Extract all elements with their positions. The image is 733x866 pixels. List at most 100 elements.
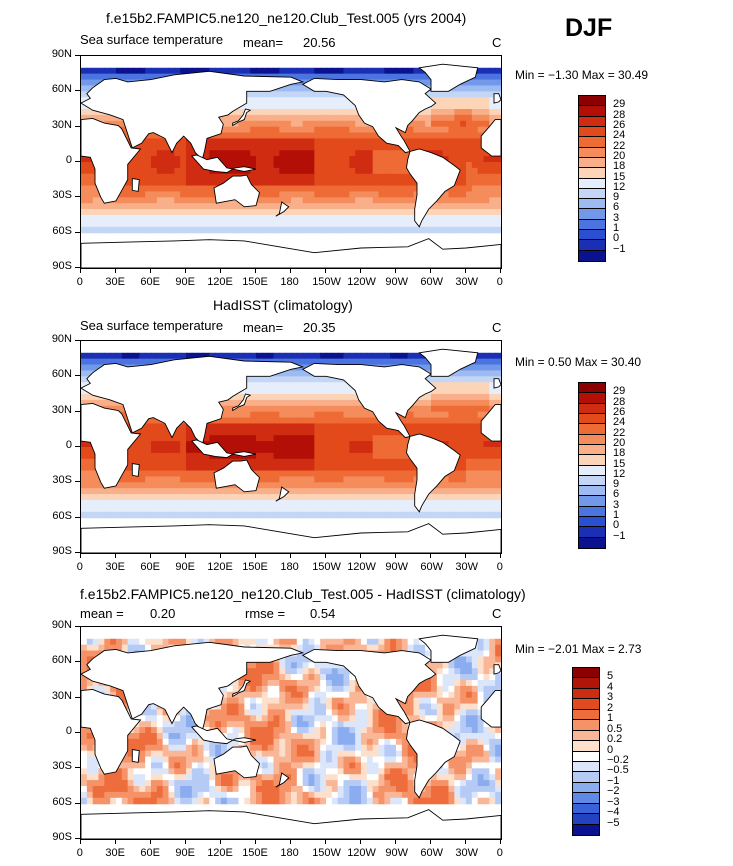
field-cell [384, 500, 391, 507]
field-cell [291, 464, 298, 472]
field-cell [86, 476, 94, 483]
field-cell [466, 482, 473, 489]
field-cell [349, 167, 356, 175]
field-cell [431, 394, 438, 401]
colorbar-swatch [579, 250, 605, 261]
field-cell [489, 650, 496, 658]
field-cell [191, 162, 199, 169]
field-cell [191, 215, 199, 222]
field-cell [378, 150, 385, 157]
field-cell [390, 203, 397, 210]
field-cell [256, 500, 263, 507]
field-cell [448, 680, 455, 687]
field-cell [197, 638, 205, 646]
field-cell [483, 191, 490, 198]
field-cell [209, 203, 216, 210]
field-cell [337, 668, 345, 675]
field-cell [471, 132, 479, 140]
field-cell [448, 215, 455, 222]
field-cell [343, 382, 350, 389]
field-cell [460, 215, 467, 222]
field-cell [267, 417, 275, 425]
field-cell [180, 167, 187, 175]
field-cell [209, 191, 216, 198]
field-cell [191, 488, 199, 495]
field-cell [471, 150, 479, 157]
field-cell [419, 680, 426, 687]
field-cell [407, 482, 415, 489]
field-cell [483, 370, 490, 377]
field-cell [331, 691, 339, 699]
field-cell [226, 399, 234, 407]
field-cell [273, 226, 280, 234]
field-cell [326, 441, 333, 448]
field-cell [127, 358, 135, 366]
field-cell [110, 67, 117, 75]
field-cell [133, 352, 140, 360]
field-cell [454, 697, 461, 705]
field-cell [366, 156, 374, 163]
field-cell [250, 494, 257, 501]
field-cell [471, 470, 479, 478]
field-cell [145, 423, 152, 430]
field-cell [110, 226, 117, 234]
field-cell [466, 220, 473, 228]
field-cell [436, 511, 444, 519]
field-cell [320, 67, 327, 75]
field-cell [442, 429, 450, 436]
field-cell [232, 109, 240, 116]
field-cell [331, 394, 339, 401]
field-cell [308, 476, 315, 483]
field-cell [244, 144, 251, 151]
field-cell [314, 488, 321, 495]
field-cell [401, 156, 409, 163]
field-cell [466, 488, 473, 495]
field-cell [489, 215, 496, 222]
field-cell [495, 103, 501, 110]
field-cell [366, 150, 374, 157]
field-cell [326, 394, 333, 401]
field-cell [221, 691, 228, 699]
field-cell [308, 668, 315, 675]
field-cell [162, 162, 170, 169]
field-cell [81, 103, 88, 110]
field-cell [413, 399, 420, 407]
field-cell [104, 505, 111, 513]
field-cell [110, 73, 117, 81]
field-cell [326, 126, 333, 134]
field-cell [168, 482, 175, 489]
field-cell [337, 220, 345, 228]
field-cell [396, 173, 403, 181]
field-cell [139, 488, 146, 495]
field-cell [162, 638, 170, 646]
field-cell [156, 197, 164, 204]
field-cell [238, 156, 245, 163]
field-cell [186, 452, 193, 460]
field-cell [86, 464, 94, 472]
field-cell [378, 162, 385, 169]
field-cell [180, 156, 187, 163]
field-cell [314, 476, 321, 483]
field-cell [256, 464, 263, 472]
field-cell [442, 399, 450, 407]
field-cell [471, 91, 479, 98]
field-cell [197, 452, 205, 460]
field-cell [460, 91, 467, 98]
field-cell [384, 505, 391, 513]
field-cell [308, 67, 315, 75]
field-cell [320, 470, 327, 478]
field-cell [86, 226, 94, 234]
panel-2-variable-label: Sea surface temperature [80, 318, 224, 333]
field-cell [448, 120, 455, 128]
field-cell [116, 488, 123, 495]
field-cell [285, 191, 292, 198]
field-cell [390, 482, 397, 489]
field-cell [471, 458, 479, 466]
field-cell [127, 209, 135, 216]
field-cell [86, 394, 94, 401]
field-cell [244, 511, 251, 519]
field-cell [355, 352, 362, 360]
field-cell [378, 429, 385, 436]
field-cell [320, 488, 327, 495]
field-cell [314, 144, 321, 151]
